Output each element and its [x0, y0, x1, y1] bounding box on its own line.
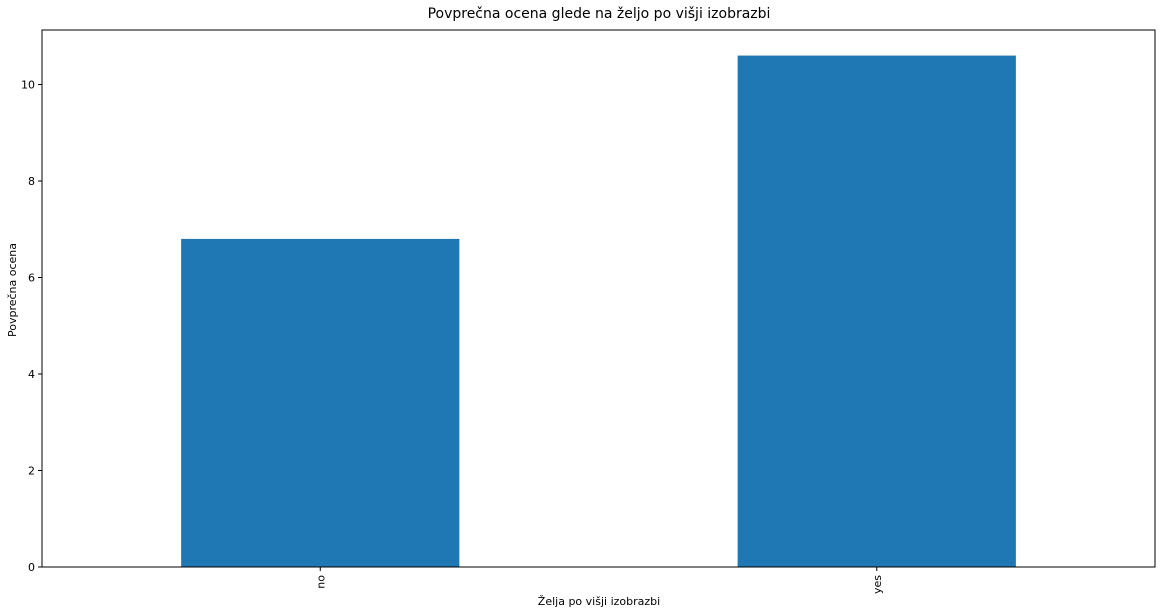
y-tick-label: 8 [28, 175, 35, 188]
x-tick-label: no [314, 575, 327, 589]
bar-yes [737, 55, 1016, 567]
y-axis-label: Povprečna ocena [6, 243, 19, 337]
bar-no [181, 238, 460, 567]
x-tick-label: yes [871, 575, 884, 594]
y-tick-label: 6 [28, 272, 35, 285]
bars-group [181, 55, 1016, 567]
y-tick-label: 4 [28, 368, 35, 381]
y-tick-label: 0 [28, 561, 35, 574]
chart-title: Povprečna ocena glede na željo po višji … [428, 6, 771, 22]
x-axis-label: Želja po višji izobrazbi [538, 595, 660, 608]
y-tick-label: 2 [28, 465, 35, 478]
y-tick-label: 10 [21, 79, 35, 92]
x-axis-ticks: no yes [314, 567, 884, 594]
axes-frame [41, 29, 1156, 568]
y-axis-ticks: 0 2 4 6 8 10 [21, 79, 42, 574]
